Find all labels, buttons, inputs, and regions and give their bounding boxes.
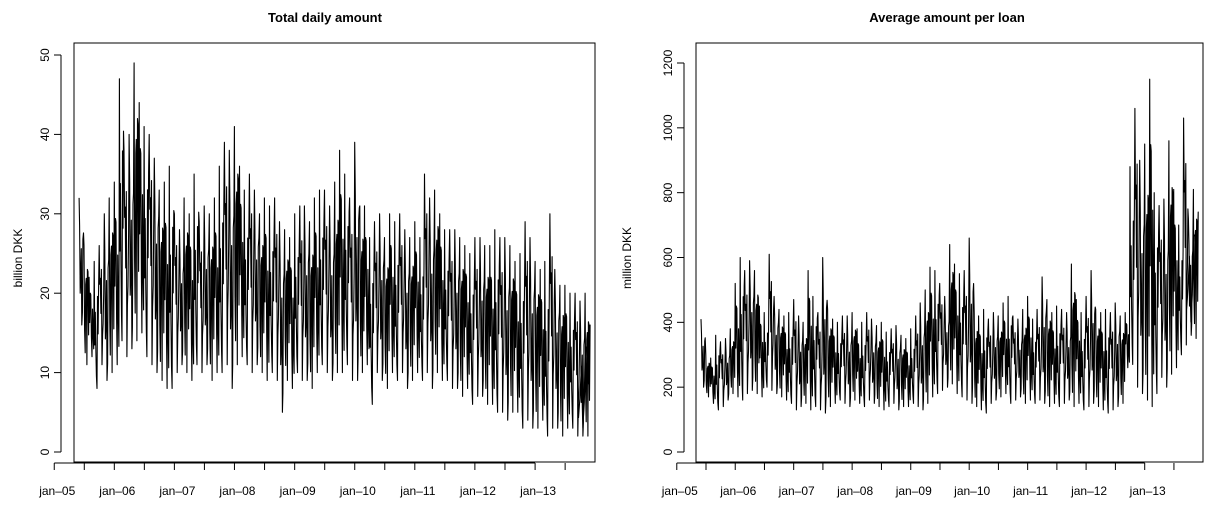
chart-title: Total daily amount (268, 10, 383, 25)
x-tick-label: jan–05 (38, 484, 75, 498)
tick-group: jan–05 jan–06 jan–07 jan–08 jan–09 jan–10 jan–… (661, 49, 1175, 498)
y-tick-label: 200 (661, 377, 675, 397)
x-tick-label: jan–09 (279, 484, 316, 498)
x-tick-label: jan–11 (399, 484, 435, 498)
y-tick-label: 400 (661, 312, 675, 332)
y-tick-label: 600 (661, 247, 675, 267)
y-axis-label: million DKK (620, 227, 634, 289)
y-tick-label: 20 (38, 286, 52, 300)
plot-frame (73, 42, 596, 463)
plot-frame (695, 42, 1204, 463)
x-tick-label: jan–13 (1129, 484, 1166, 498)
series-group (78, 62, 591, 437)
x-tick-label: jan–07 (158, 484, 195, 498)
y-tick-label: 0 (38, 448, 52, 455)
x-tick-label: jan–08 (218, 484, 255, 498)
x-tick-label: jan–09 (895, 484, 932, 498)
x-tick-label: jan–05 (661, 484, 698, 498)
x-tick-label: jan–10 (339, 484, 376, 498)
x-tick-label: jan–12 (1070, 484, 1107, 498)
panel-average-amount-per-loan: Average amount per loan million DKK jan–… (620, 10, 1204, 498)
series-group (700, 78, 1199, 414)
x-tick-label: jan–13 (519, 484, 556, 498)
y-tick-label: 50 (38, 48, 52, 62)
x-tick-label: jan–07 (778, 484, 815, 498)
y-tick-label: 0 (661, 448, 675, 455)
x-tick-label: jan–06 (98, 484, 135, 498)
x-tick-label: jan–11 (1012, 484, 1048, 498)
x-tick-label: jan–12 (459, 484, 496, 498)
x-tick-label: jan–08 (836, 484, 873, 498)
y-tick-label: 1000 (661, 114, 675, 141)
y-axis-label: billion DKK (11, 229, 25, 288)
series-line (700, 78, 1199, 414)
y-tick-label: 800 (661, 182, 675, 202)
y-tick-label: 40 (38, 127, 52, 141)
chart-title: Average amount per loan (869, 10, 1025, 25)
y-tick-label: 1200 (661, 49, 675, 76)
series-line (78, 62, 591, 437)
panel-total-daily-amount: Total daily amount billion DKK jan–05 jan… (11, 10, 596, 498)
y-tick-label: 10 (38, 366, 52, 380)
tick-group: jan–05 jan–06 jan–07 jan–08 jan–09 jan–10 jan–… (38, 48, 566, 498)
x-tick-label: jan–06 (719, 484, 756, 498)
y-tick-label: 30 (38, 207, 52, 221)
x-tick-label: jan–10 (953, 484, 990, 498)
